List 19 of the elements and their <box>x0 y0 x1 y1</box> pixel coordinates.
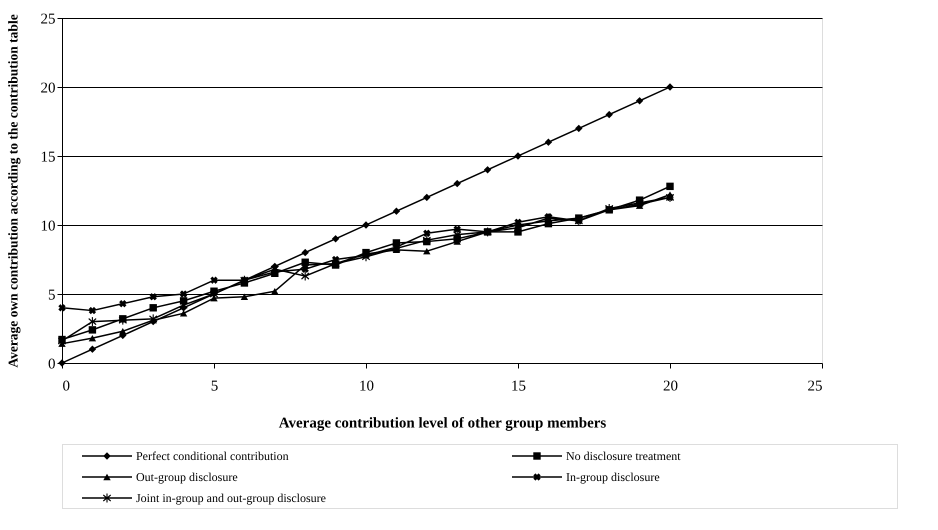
x-tick-label: 15 <box>511 378 526 394</box>
x-tick-label: 25 <box>808 378 822 394</box>
x-axis-title: Average contribution level of other group members <box>278 416 606 432</box>
y-tick-label: 15 <box>40 150 56 166</box>
y-tick-label: 20 <box>40 80 56 96</box>
y-tick-label: 10 <box>40 218 56 234</box>
y-tick-label: 5 <box>48 288 56 304</box>
legend-label: Perfect conditional contribution <box>136 449 289 463</box>
y-tick-label: 0 <box>48 356 56 372</box>
legend-label: No disclosure treatment <box>566 449 682 463</box>
x-tick-label: 5 <box>210 378 218 394</box>
legend-label: Out-group disclosure <box>136 470 238 484</box>
legend-label: In-group disclosure <box>566 470 660 484</box>
x-tick-label: 20 <box>663 378 678 394</box>
y-axis-title: Average own contribution according to the contribution table <box>6 14 20 368</box>
x-tick-label: 10 <box>359 378 374 394</box>
x-tick-label: 0 <box>62 378 70 394</box>
legend-label: Joint in-group and out-group disclosure <box>136 491 326 505</box>
y-tick-label: 25 <box>40 12 56 28</box>
